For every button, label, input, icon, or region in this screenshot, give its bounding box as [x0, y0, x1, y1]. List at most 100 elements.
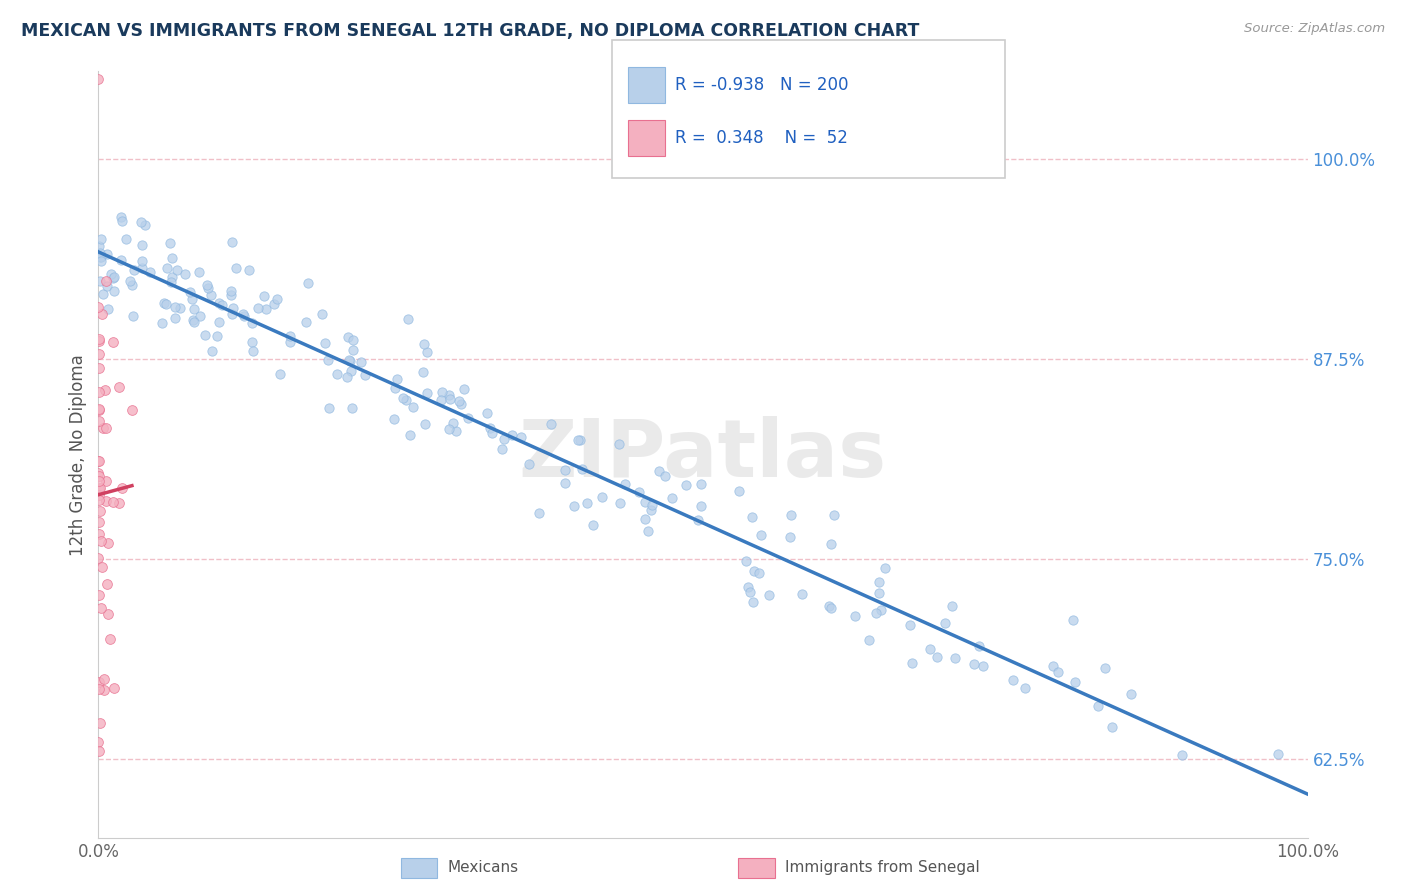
- Point: [221, 307, 243, 321]
- Point: [89, 715, 111, 730]
- Point: [110, 211, 132, 225]
- Point: [163, 300, 186, 314]
- Point: [567, 433, 589, 447]
- Point: [413, 336, 436, 351]
- Point: [101, 495, 124, 509]
- Point: [326, 367, 349, 381]
- Point: [385, 371, 408, 385]
- Point: [501, 428, 523, 442]
- Point: [103, 335, 125, 350]
- Point: [592, 490, 614, 504]
- Point: [183, 301, 205, 316]
- Point: [131, 254, 153, 268]
- Point: [221, 235, 243, 250]
- Point: [392, 391, 415, 405]
- Point: [252, 289, 274, 303]
- Point: [790, 587, 813, 601]
- Point: [439, 392, 461, 406]
- Point: [654, 468, 676, 483]
- Point: [554, 463, 576, 477]
- Point: [689, 499, 711, 513]
- Point: [97, 535, 120, 549]
- Point: [89, 481, 111, 495]
- Point: [90, 231, 112, 245]
- Point: [87, 515, 110, 529]
- Point: [491, 442, 513, 456]
- Point: [90, 600, 112, 615]
- Point: [89, 250, 111, 264]
- Point: [87, 414, 110, 428]
- Point: [97, 301, 120, 316]
- Point: [87, 466, 110, 480]
- Point: [180, 292, 202, 306]
- Point: [87, 332, 110, 346]
- Point: [627, 485, 650, 500]
- Point: [337, 353, 360, 368]
- Point: [89, 246, 111, 260]
- Point: [160, 275, 183, 289]
- Point: [201, 344, 224, 359]
- Point: [314, 335, 336, 350]
- Point: [247, 301, 270, 315]
- Point: [339, 354, 361, 368]
- Point: [87, 493, 110, 508]
- Point: [93, 683, 115, 698]
- Point: [156, 261, 179, 276]
- Point: [87, 674, 110, 689]
- Point: [453, 382, 475, 396]
- Point: [121, 278, 143, 293]
- Point: [1119, 687, 1142, 701]
- Point: [159, 235, 181, 250]
- Point: [97, 607, 120, 621]
- Point: [87, 527, 110, 541]
- Point: [1047, 665, 1070, 680]
- Point: [820, 536, 842, 550]
- Point: [89, 454, 111, 468]
- Point: [412, 365, 434, 379]
- Point: [90, 307, 112, 321]
- Point: [450, 397, 472, 411]
- Point: [94, 421, 117, 435]
- Point: [87, 474, 110, 488]
- Point: [162, 269, 184, 284]
- Point: [195, 278, 218, 293]
- Text: Immigrants from Senegal: Immigrants from Senegal: [785, 861, 980, 875]
- Point: [457, 411, 479, 425]
- Point: [494, 432, 516, 446]
- Point: [242, 335, 264, 350]
- Point: [779, 531, 801, 545]
- Point: [689, 477, 711, 491]
- Point: [609, 496, 631, 510]
- Point: [432, 385, 454, 400]
- Point: [382, 412, 405, 426]
- Point: [972, 659, 994, 673]
- Text: Source: ZipAtlas.com: Source: ZipAtlas.com: [1244, 22, 1385, 36]
- Point: [1014, 681, 1036, 695]
- Point: [742, 564, 765, 578]
- Point: [945, 651, 967, 665]
- Point: [87, 469, 110, 483]
- Point: [510, 430, 533, 444]
- Point: [295, 315, 318, 329]
- Point: [571, 462, 593, 476]
- Point: [311, 307, 333, 321]
- Point: [89, 275, 111, 289]
- Point: [868, 574, 890, 589]
- Point: [232, 307, 254, 321]
- Point: [165, 310, 187, 325]
- Point: [87, 402, 110, 417]
- Point: [200, 287, 222, 301]
- Text: R = -0.938   N = 200: R = -0.938 N = 200: [675, 76, 848, 94]
- Point: [87, 334, 110, 348]
- Point: [447, 394, 470, 409]
- Point: [634, 512, 657, 526]
- Point: [1042, 658, 1064, 673]
- Point: [395, 393, 418, 408]
- Point: [139, 265, 162, 279]
- Point: [225, 261, 247, 276]
- Point: [131, 261, 153, 276]
- Point: [336, 330, 359, 344]
- Point: [675, 477, 697, 491]
- Point: [90, 254, 112, 268]
- Point: [399, 427, 422, 442]
